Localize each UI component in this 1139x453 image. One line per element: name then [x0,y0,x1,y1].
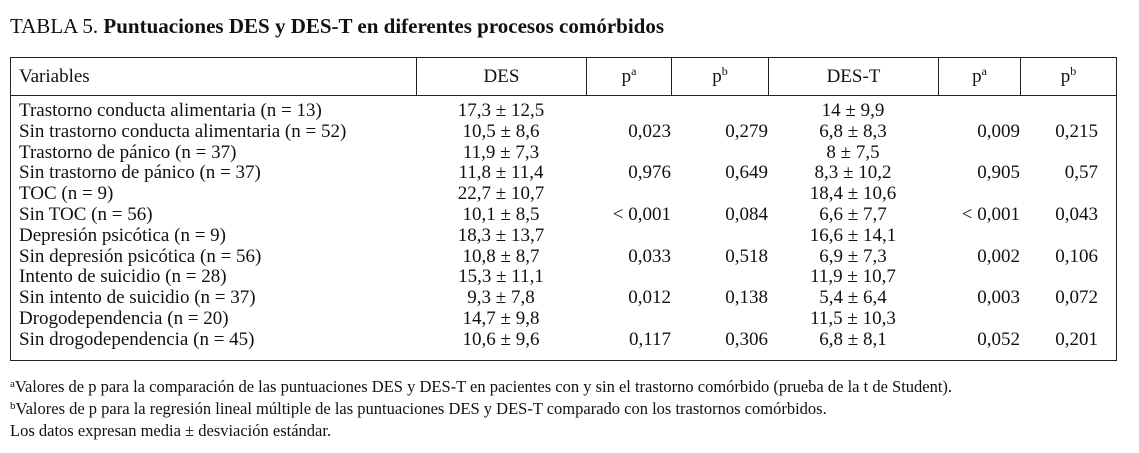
footnote-b: bValores de p para la regresión lineal m… [10,399,827,418]
dest-cell: 16,6 ± 14,1 [809,224,897,246]
variable-cell: Sin trastorno conducta alimentaria (n = … [19,120,347,142]
variable-cell: Drogodependencia (n = 20) [19,307,229,329]
dest-pb-cell: 0,043 [1055,203,1098,225]
des-cell: 14,7 ± 9,8 [462,307,540,329]
table-row: Sin TOC (n = 56) 10,1 ± 8,5 < 0,001 0,084 6,… [11,203,1116,226]
des-cell: 9,3 ± 7,8 [467,287,535,309]
dest-pa-cell: 0,003 [977,287,1020,309]
des-pa-cell: 0,023 [628,120,671,142]
table-number: TABLA 5. [10,14,99,38]
des-cell: 10,1 ± 8,5 [462,203,540,225]
dest-pa-cell: 0,002 [977,245,1020,267]
dest-pb-cell: 0,201 [1055,328,1098,350]
des-cell: 15,3 ± 11,1 [458,266,544,288]
dest-pb-cell: 0,215 [1055,120,1098,142]
dest-cell: 18,4 ± 10,6 [809,183,897,205]
dest-pa-cell: 0,052 [977,328,1020,350]
header-des-pb: pb [671,58,768,95]
des-pb-cell: 0,138 [725,287,768,309]
des-cell: 17,3 ± 12,5 [457,100,545,121]
header-variables: Variables [19,66,90,87]
footnote-a: aValores de p para la comparación de las… [10,377,953,396]
header-dest-pb: pb [1020,58,1116,95]
des-cell: 18,3 ± 13,7 [457,224,545,246]
variable-cell: Sin trastorno de pánico (n = 37) [19,162,261,184]
des-pa-cell: 0,033 [628,245,671,267]
dest-cell: 11,9 ± 10,7 [810,266,896,288]
des-pa-cell: 0,012 [628,287,671,309]
des-pb-cell: 0,306 [725,328,768,350]
des-pa-cell: 0,976 [628,162,671,184]
dest-pb-cell: 0,106 [1055,245,1098,267]
dest-cell: 6,8 ± 8,3 [819,120,887,142]
dest-cell: 8 ± 7,5 [826,141,880,163]
footnotes: aValores de p para la comparación de las… [10,377,952,441]
table-row: Trastorno conducta alimentaria (n = 13) 1… [11,100,1116,122]
des-cell: 10,5 ± 8,6 [462,120,540,142]
variable-cell: Trastorno conducta alimentaria (n = 13) [19,100,322,121]
dest-cell: 6,9 ± 7,3 [819,245,887,267]
dest-cell: 14 ± 9,9 [821,100,885,121]
dest-cell: 6,8 ± 8,1 [819,328,887,350]
header-des-t: DES-T [768,58,938,95]
table-row: Intento de suicidio (n = 28) 15,3 ± 11,1 1… [11,267,1116,288]
table-caption: Puntuaciones DES y DES-T en diferentes p… [103,14,665,38]
des-pb-cell: 0,649 [725,162,768,184]
variable-cell: Depresión psicótica (n = 9) [19,224,226,246]
table-row: Sin drogodependencia (n = 45) 10,6 ± 9,6 0… [11,328,1116,351]
variable-cell: TOC (n = 9) [19,183,114,205]
dest-pb-cell: 0,57 [1064,162,1098,184]
table-row: Depresión psicótica (n = 9) 18,3 ± 13,7 16… [11,224,1116,247]
dest-cell: 5,4 ± 6,4 [819,287,887,309]
des-pa-cell: 0,117 [628,328,671,350]
table-row: Drogodependencia (n = 20) 14,7 ± 9,8 11,5 … [11,307,1116,330]
des-cell: 10,6 ± 9,6 [462,328,540,350]
dest-cell: 11,5 ± 10,3 [810,307,896,329]
variable-cell: Sin intento de suicidio (n = 37) [19,287,256,309]
des-cell: 22,7 ± 10,7 [457,183,545,205]
dest-cell: 6,6 ± 7,7 [819,203,887,225]
dest-pa-cell: < 0,001 [961,203,1020,225]
variable-cell: Sin depresión psicótica (n = 56) [19,245,262,267]
variable-cell: Sin TOC (n = 56) [19,203,153,225]
table-body: Trastorno conducta alimentaria (n = 13) 1… [11,100,1116,351]
header-des: DES [416,58,586,95]
dest-pa-cell: 0,009 [977,120,1020,142]
des-pb-cell: 0,084 [725,203,768,225]
header-des-pa: pa [586,58,671,95]
table-row: Sin trastorno de pánico (n = 37) 11,8 ± 1… [11,163,1116,184]
dest-pa-cell: 0,905 [977,162,1020,184]
des-cell: 11,8 ± 11,4 [458,162,544,184]
table-row: TOC (n = 9) 22,7 ± 10,7 18,4 ± 10,6 [11,183,1116,205]
variable-cell: Trastorno de pánico (n = 37) [19,141,237,163]
data-table: Variables DES pa pb DES-T pa pb Trastorn… [10,57,1117,361]
des-pb-cell: 0,518 [725,245,768,267]
des-cell: 11,9 ± 7,3 [462,141,540,163]
table-row: Sin intento de suicidio (n = 37) 9,3 ± 7,… [11,287,1116,309]
header-dest-pa: pa [938,58,1020,95]
des-cell: 10,8 ± 8,7 [462,245,540,267]
table-row: Sin trastorno conducta alimentaria (n = … [11,120,1116,143]
table-title: TABLA 5. Puntuaciones DES y DES-T en dif… [10,14,664,39]
table-header-row: Variables DES pa pb DES-T pa pb [11,58,1116,96]
dest-pb-cell: 0,072 [1055,287,1098,309]
variable-cell: Sin drogodependencia (n = 45) [19,328,255,350]
table-row: Trastorno de pánico (n = 37) 11,9 ± 7,3 8 … [11,141,1116,164]
table-row: Sin depresión psicótica (n = 56) 10,8 ± 8… [11,245,1116,268]
variable-cell: Intento de suicidio (n = 28) [19,266,227,288]
dest-cell: 8,3 ± 10,2 [814,162,892,184]
footnote-data-note: Los datos expresan media ± desviación es… [10,421,332,440]
des-pa-cell: < 0,001 [612,203,671,225]
des-pb-cell: 0,279 [725,120,768,142]
